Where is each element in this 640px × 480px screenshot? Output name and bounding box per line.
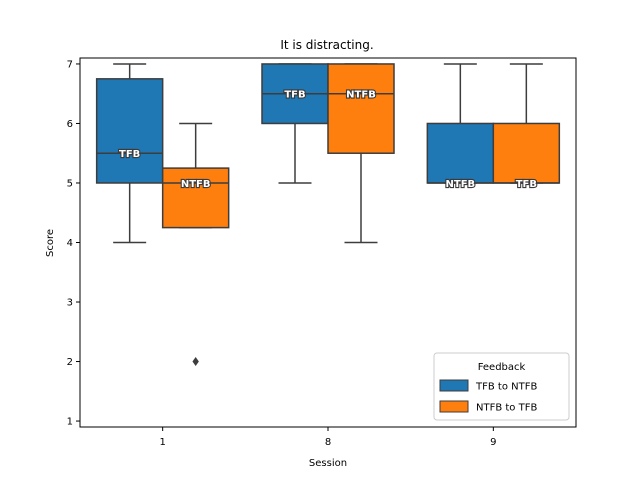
y-tick-label: 5: [67, 178, 73, 189]
box-ntfb-to-tfb: [492, 122, 561, 184]
y-axis-label: Score: [45, 229, 56, 257]
box-label: NTFB: [446, 179, 476, 190]
box-label: TFB: [119, 149, 140, 160]
x-axis: 1 8 9: [159, 427, 497, 448]
x-tick-label: 8: [325, 437, 331, 448]
y-axis: 1 2 3 4 5 6 7: [67, 59, 80, 428]
legend-swatch: [439, 400, 469, 413]
y-tick-label: 2: [67, 357, 73, 368]
box-label: TFB: [516, 179, 537, 190]
x-tick-label: 1: [159, 437, 165, 448]
legend: Feedback TFB to NTFB NTFB to TFB: [433, 352, 570, 421]
box-tfb-to-ntfb: [95, 78, 164, 184]
box-ntfb-to-tfb: [161, 167, 230, 229]
x-tick-label: 9: [490, 437, 496, 448]
y-tick-label: 4: [67, 238, 73, 249]
legend-entry: NTFB to TFB: [476, 403, 537, 414]
x-axis-label: Session: [309, 458, 347, 469]
box-tfb-to-ntfb: [426, 122, 495, 184]
outlier-point: [192, 357, 199, 367]
plot-area: TFB TFB NTFB NTFB NTFB TFB: [95, 63, 561, 367]
box-label: TFB: [284, 90, 305, 101]
legend-entry: TFB to NTFB: [475, 382, 537, 393]
y-tick-label: 1: [67, 417, 73, 428]
box-label: NTFB: [346, 90, 376, 101]
y-tick-label: 6: [67, 119, 73, 130]
box-ntfb-to-tfb: [327, 63, 395, 154]
chart-title: It is distracting.: [280, 38, 373, 52]
y-tick-label: 7: [67, 59, 73, 70]
legend-swatch: [439, 379, 469, 392]
legend-title: Feedback: [478, 362, 526, 373]
y-tick-label: 3: [67, 298, 73, 309]
box-label: NTFB: [181, 179, 211, 190]
